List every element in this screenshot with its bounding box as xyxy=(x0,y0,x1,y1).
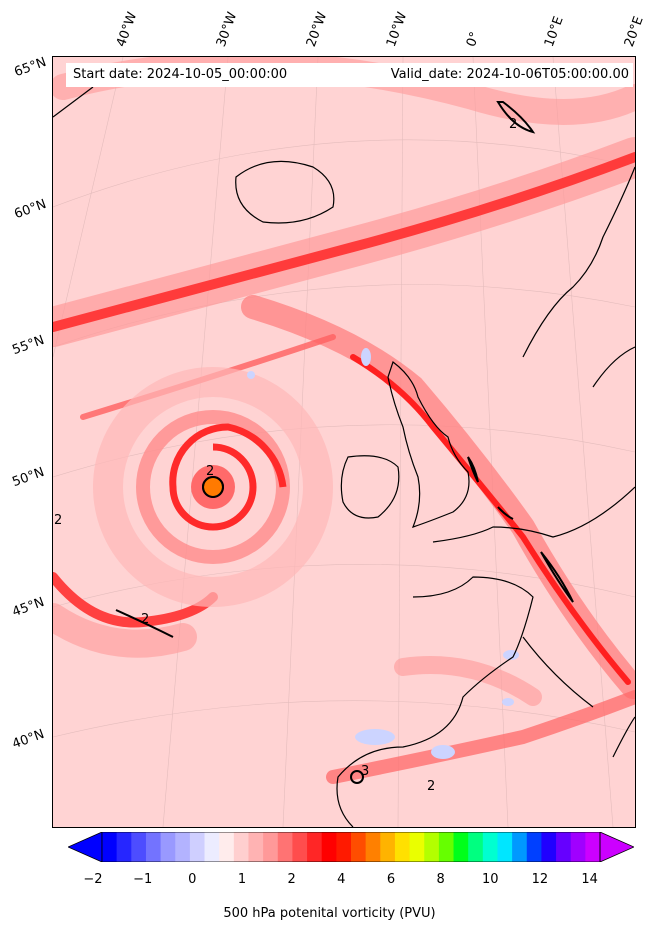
date-info-box: Start date: 2024-10-05_00:00:00 Valid_da… xyxy=(66,63,633,87)
lat-label: 40°N xyxy=(10,726,47,753)
colorbar-cell xyxy=(468,832,484,862)
colorbar-cell xyxy=(116,832,132,862)
lon-label: 10°W xyxy=(383,10,411,49)
colorbar-cell xyxy=(219,832,235,862)
colorbar-tick: 2 xyxy=(287,872,296,887)
pv-contours xyxy=(115,101,574,784)
colorbar-cell xyxy=(351,832,367,862)
contour-label: 3 xyxy=(361,764,370,779)
map-panel xyxy=(52,56,636,828)
colorbar-cell xyxy=(233,832,249,862)
lat-label: 55°N xyxy=(10,332,47,359)
colorbar-cell xyxy=(204,832,220,862)
colorbar-tick: 4 xyxy=(337,872,346,887)
colorbar-cell xyxy=(453,832,469,862)
colorbar-cell xyxy=(102,832,118,862)
colorbar-cell xyxy=(585,832,601,862)
colorbar-tick: 6 xyxy=(386,872,396,887)
colorbar-cell xyxy=(438,832,455,862)
colorbar-cell xyxy=(131,832,147,862)
colorbar-tick: 12 xyxy=(531,872,549,887)
colorbar-cell xyxy=(189,832,206,862)
start-date: Start date: 2024-10-05_00:00:00 xyxy=(73,67,288,82)
colorbar-cell xyxy=(160,832,176,862)
colorbar-cell xyxy=(541,832,557,862)
colorbar-extend-max xyxy=(599,832,634,862)
colorbar-cell xyxy=(321,832,337,862)
colorbar-frame xyxy=(101,832,601,862)
colorbar-cell xyxy=(175,832,191,862)
colorbar-cell xyxy=(307,832,323,862)
colorbar xyxy=(68,832,634,862)
colorbar-cell xyxy=(512,832,528,862)
colorbar-cell xyxy=(424,832,440,862)
colorbar-cell xyxy=(409,832,425,862)
colorbar-tick: 1 xyxy=(237,872,247,887)
colorbar-cell xyxy=(145,832,162,862)
colorbar-cell xyxy=(570,832,586,862)
colorbar-cell xyxy=(526,832,542,862)
colorbar-tick: 8 xyxy=(436,872,445,887)
colorbar-cell xyxy=(292,832,308,862)
lon-label: 20°E xyxy=(621,14,647,50)
lon-label: 0° xyxy=(463,29,484,49)
lon-label: 10°E xyxy=(541,14,567,50)
colorbar-cell xyxy=(556,832,572,862)
lat-label: 65°N xyxy=(12,54,49,81)
contour-label: 2 xyxy=(206,464,215,479)
lat-label: 45°N xyxy=(10,594,47,621)
lon-label: 40°W xyxy=(113,10,141,49)
contour-label: 2 xyxy=(427,779,436,794)
colorbar-cell xyxy=(365,832,381,862)
colorbar-cell xyxy=(380,832,396,862)
lat-label: 50°N xyxy=(10,464,47,491)
contour-label: 2 xyxy=(54,513,63,528)
coastlines xyxy=(53,86,635,827)
colorbar-cell xyxy=(277,832,293,862)
negative-pv-patches xyxy=(247,348,519,759)
colorbar-extend-min xyxy=(68,832,103,862)
colorbar-cell xyxy=(394,832,411,862)
colorbar-cell xyxy=(263,832,279,862)
valid-date: Valid_date: 2024-10-06T05:00:00.00 xyxy=(390,67,629,82)
colorbar-cell xyxy=(497,832,513,862)
colorbar-cell xyxy=(248,832,264,862)
colorbar-tick: 0 xyxy=(188,872,197,887)
lon-label: 30°W xyxy=(213,10,241,49)
colorbar-tick: 10 xyxy=(481,872,499,887)
lon-label: 20°W xyxy=(303,10,331,49)
colorbar-tick: −1 xyxy=(133,872,153,887)
colorbar-label: 500 hPa potenital vorticity (PVU) xyxy=(223,906,436,921)
contour-label: 2 xyxy=(509,117,518,132)
colorbar-cell xyxy=(336,832,352,862)
contour-label: 2 xyxy=(141,612,150,627)
colorbar-cell xyxy=(482,832,498,862)
cyclone-spiral xyxy=(93,367,333,607)
colorbar-tick: −2 xyxy=(83,872,103,887)
colorbar-tick: 14 xyxy=(581,872,598,887)
lat-label: 60°N xyxy=(12,196,49,223)
pv-map xyxy=(53,57,635,827)
